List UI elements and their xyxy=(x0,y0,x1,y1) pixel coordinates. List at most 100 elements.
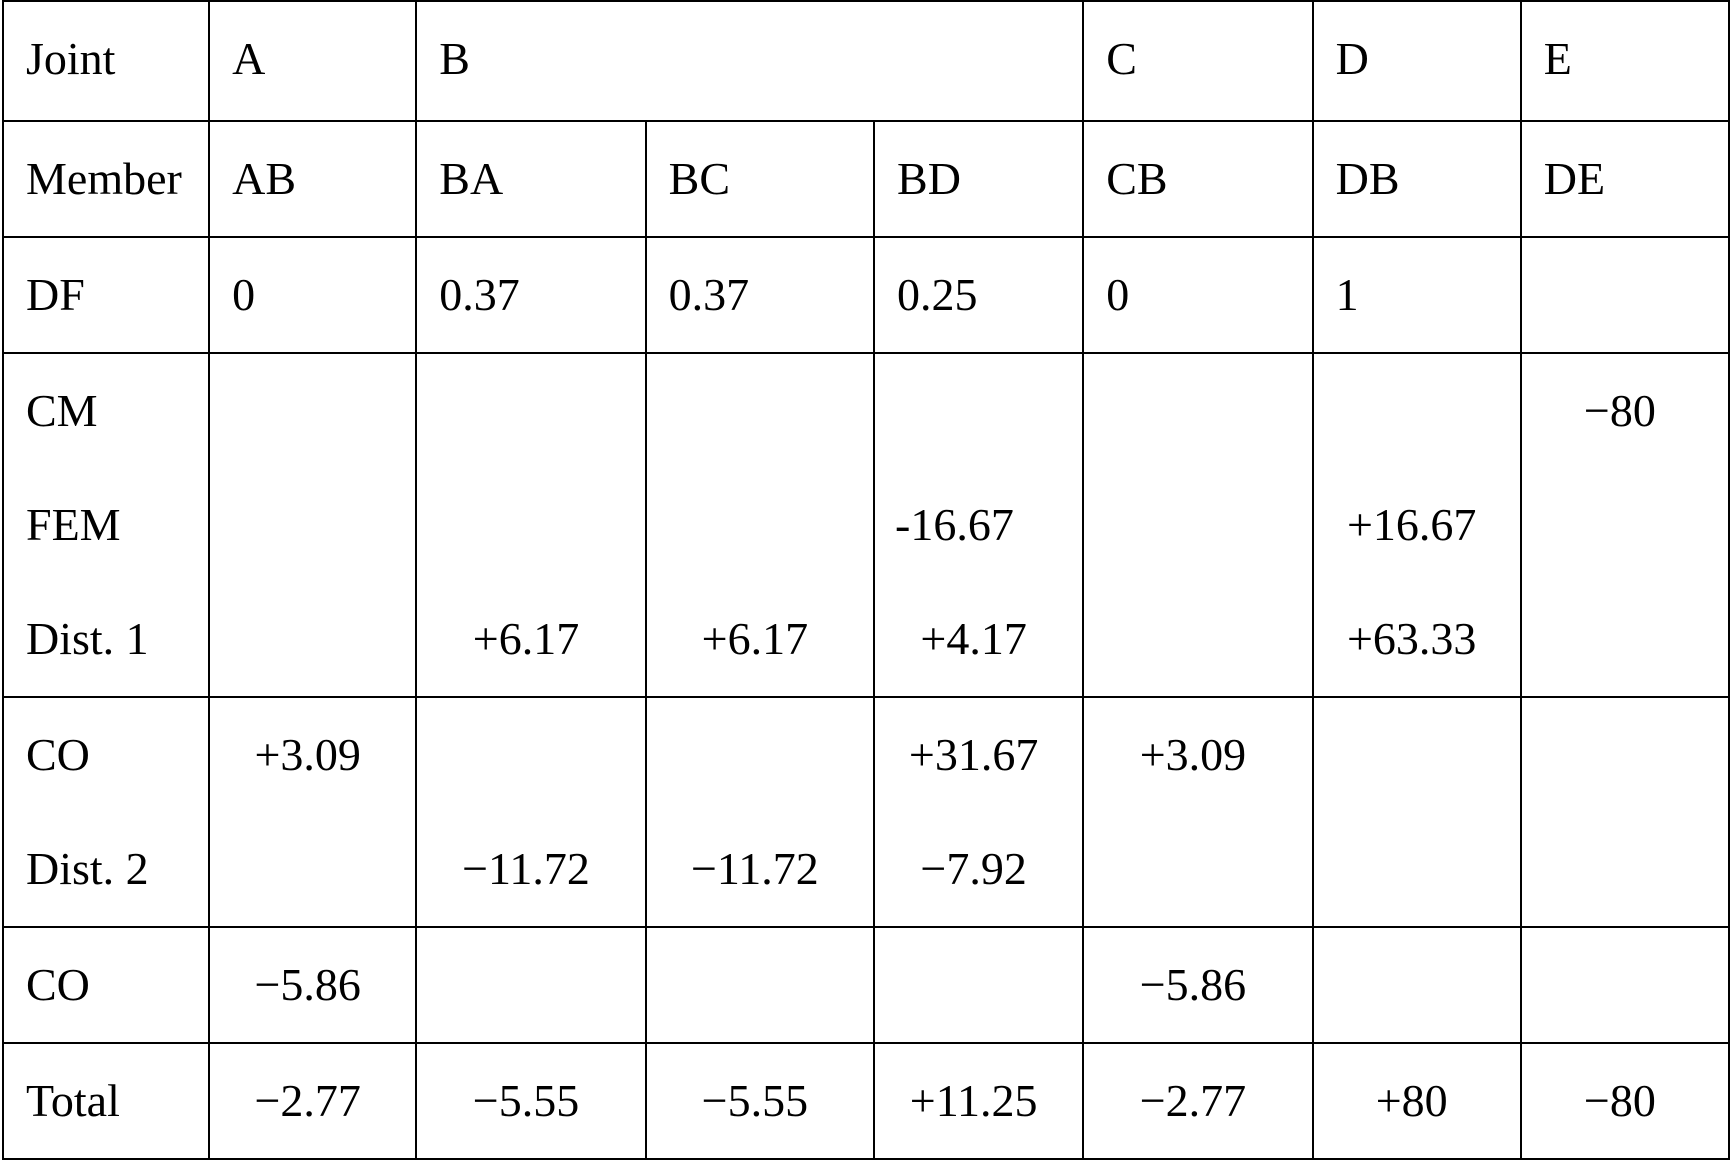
fem-de xyxy=(1523,468,1727,582)
total-cb-cell: −2.77 xyxy=(1082,1042,1314,1160)
dist1-cb xyxy=(1085,582,1310,695)
member-de-cell: DE xyxy=(1519,120,1731,238)
joint-e: E xyxy=(1543,33,1572,84)
df-bc: 0.37 xyxy=(668,269,750,320)
joint-d: D xyxy=(1335,33,1369,84)
member-cb: CB xyxy=(1106,153,1168,204)
df-bd: 0.25 xyxy=(897,269,978,320)
df-cb-cell: 0 xyxy=(1082,236,1314,354)
joint-a-cell: A xyxy=(208,0,418,122)
co2-db xyxy=(1315,929,1519,1041)
fem-bc xyxy=(648,468,872,582)
joint-row: Joint A B C D E xyxy=(1,0,1731,122)
joint-label: Joint xyxy=(26,33,116,84)
total-bd: +11.25 xyxy=(909,1075,1038,1126)
df-ab: 0 xyxy=(232,269,256,320)
df-db-cell: 1 xyxy=(1311,236,1522,354)
total-de-cell: −80 xyxy=(1519,1042,1731,1160)
co-dist2-row: CO Dist. 2 +3.09 −11.72 −11.72 +31.67 −7… xyxy=(1,696,1731,928)
co2-ab-cell: −5.86 xyxy=(208,926,418,1044)
joint-b-cell: B xyxy=(415,0,1085,122)
cm-db xyxy=(1315,355,1519,468)
joint-a: A xyxy=(232,33,266,84)
cm-de: −80 xyxy=(1583,385,1656,436)
co-dist2-labels-cell: CO Dist. 2 xyxy=(1,696,211,928)
member-db: DB xyxy=(1335,153,1400,204)
co2-ba xyxy=(418,929,643,1041)
co-dist2-bd-cell: +31.67 −7.92 xyxy=(873,696,1085,928)
fem-label: FEM xyxy=(26,499,121,550)
dist1-ba: +6.17 xyxy=(472,613,580,664)
member-bd-cell: BD xyxy=(873,120,1085,238)
df-cb: 0 xyxy=(1106,269,1130,320)
total-de: −80 xyxy=(1583,1075,1656,1126)
total-db-cell: +80 xyxy=(1311,1042,1522,1160)
cm-bc xyxy=(648,355,872,468)
co2-bd xyxy=(876,929,1081,1041)
co2-ab: −5.86 xyxy=(254,959,361,1010)
total-bd-cell: +11.25 xyxy=(873,1042,1085,1160)
fem-block-bd-cell: -16.67 +4.17 xyxy=(873,352,1085,698)
co-dist2-de-cell xyxy=(1519,696,1731,928)
fem-block-row: CM FEM Dist. 1 +6.17 +6.17 -16.67 +4.17 xyxy=(1,352,1731,698)
co2-cb-cell: −5.86 xyxy=(1082,926,1314,1044)
dist1-bd: +4.17 xyxy=(920,613,1027,664)
fem-cb xyxy=(1085,468,1310,582)
co2-bd-cell xyxy=(873,926,1085,1044)
total-ab-cell: −2.77 xyxy=(208,1042,418,1160)
member-cb-cell: CB xyxy=(1082,120,1314,238)
co2-bc-cell xyxy=(644,926,876,1044)
co2-label-cell: CO xyxy=(1,926,211,1044)
dist2-bd: −7.92 xyxy=(920,843,1027,894)
total-row: Total −2.77 −5.55 −5.55 +11.25 −2.77 +80… xyxy=(1,1042,1731,1160)
co-dist2-db-cell xyxy=(1311,696,1522,928)
total-ba-cell: −5.55 xyxy=(415,1042,647,1160)
df-de-cell xyxy=(1519,236,1731,354)
co1-de xyxy=(1523,699,1727,812)
member-bd: BD xyxy=(897,153,961,204)
joint-e-cell: E xyxy=(1519,0,1731,122)
df-bc-cell: 0.37 xyxy=(644,236,876,354)
total-label-cell: Total xyxy=(1,1042,211,1160)
co1-cb: +3.09 xyxy=(1139,729,1247,780)
fem-block-de-cell: −80 xyxy=(1519,352,1731,698)
dist1-bc: +6.17 xyxy=(701,613,809,664)
dist2-ab xyxy=(211,812,414,925)
df-label: DF xyxy=(26,269,85,320)
df-ab-cell: 0 xyxy=(208,236,418,354)
co1-ba xyxy=(418,699,643,812)
df-ba: 0.37 xyxy=(439,269,520,320)
dist2-bc: −11.72 xyxy=(690,843,819,894)
member-label-cell: Member xyxy=(1,120,211,238)
total-cb: −2.77 xyxy=(1139,1075,1247,1126)
df-row: DF 0 0.37 0.37 0.25 0 1 xyxy=(1,236,1731,354)
df-ba-cell: 0.37 xyxy=(415,236,647,354)
co1-bc xyxy=(648,699,872,812)
cm-label: CM xyxy=(26,385,98,436)
member-bc-cell: BC xyxy=(644,120,876,238)
co-dist2-cb-cell: +3.09 xyxy=(1082,696,1314,928)
co1-db xyxy=(1315,699,1519,812)
member-ab: AB xyxy=(232,153,297,204)
dist1-de xyxy=(1523,582,1727,695)
total-bc: −5.55 xyxy=(701,1075,809,1126)
joint-d-cell: D xyxy=(1311,0,1522,122)
dist1-ab xyxy=(211,582,414,695)
df-label-cell: DF xyxy=(1,236,211,354)
co-dist2-bc-cell: −11.72 xyxy=(644,696,876,928)
total-label: Total xyxy=(26,1075,120,1126)
co1-ab: +3.09 xyxy=(254,729,361,780)
fem-block-db-cell: +16.67 +63.33 xyxy=(1311,352,1522,698)
total-bc-cell: −5.55 xyxy=(644,1042,876,1160)
fem-ba xyxy=(418,468,643,582)
joint-b: B xyxy=(439,33,470,84)
dist1-label: Dist. 1 xyxy=(26,613,149,664)
total-ab: −2.77 xyxy=(254,1075,361,1126)
dist2-label: Dist. 2 xyxy=(26,843,149,894)
co1-label: CO xyxy=(26,729,90,780)
cm-bd xyxy=(876,355,1081,468)
df-bd-cell: 0.25 xyxy=(873,236,1085,354)
cm-cb xyxy=(1085,355,1310,468)
fem-block-cb-cell xyxy=(1082,352,1314,698)
